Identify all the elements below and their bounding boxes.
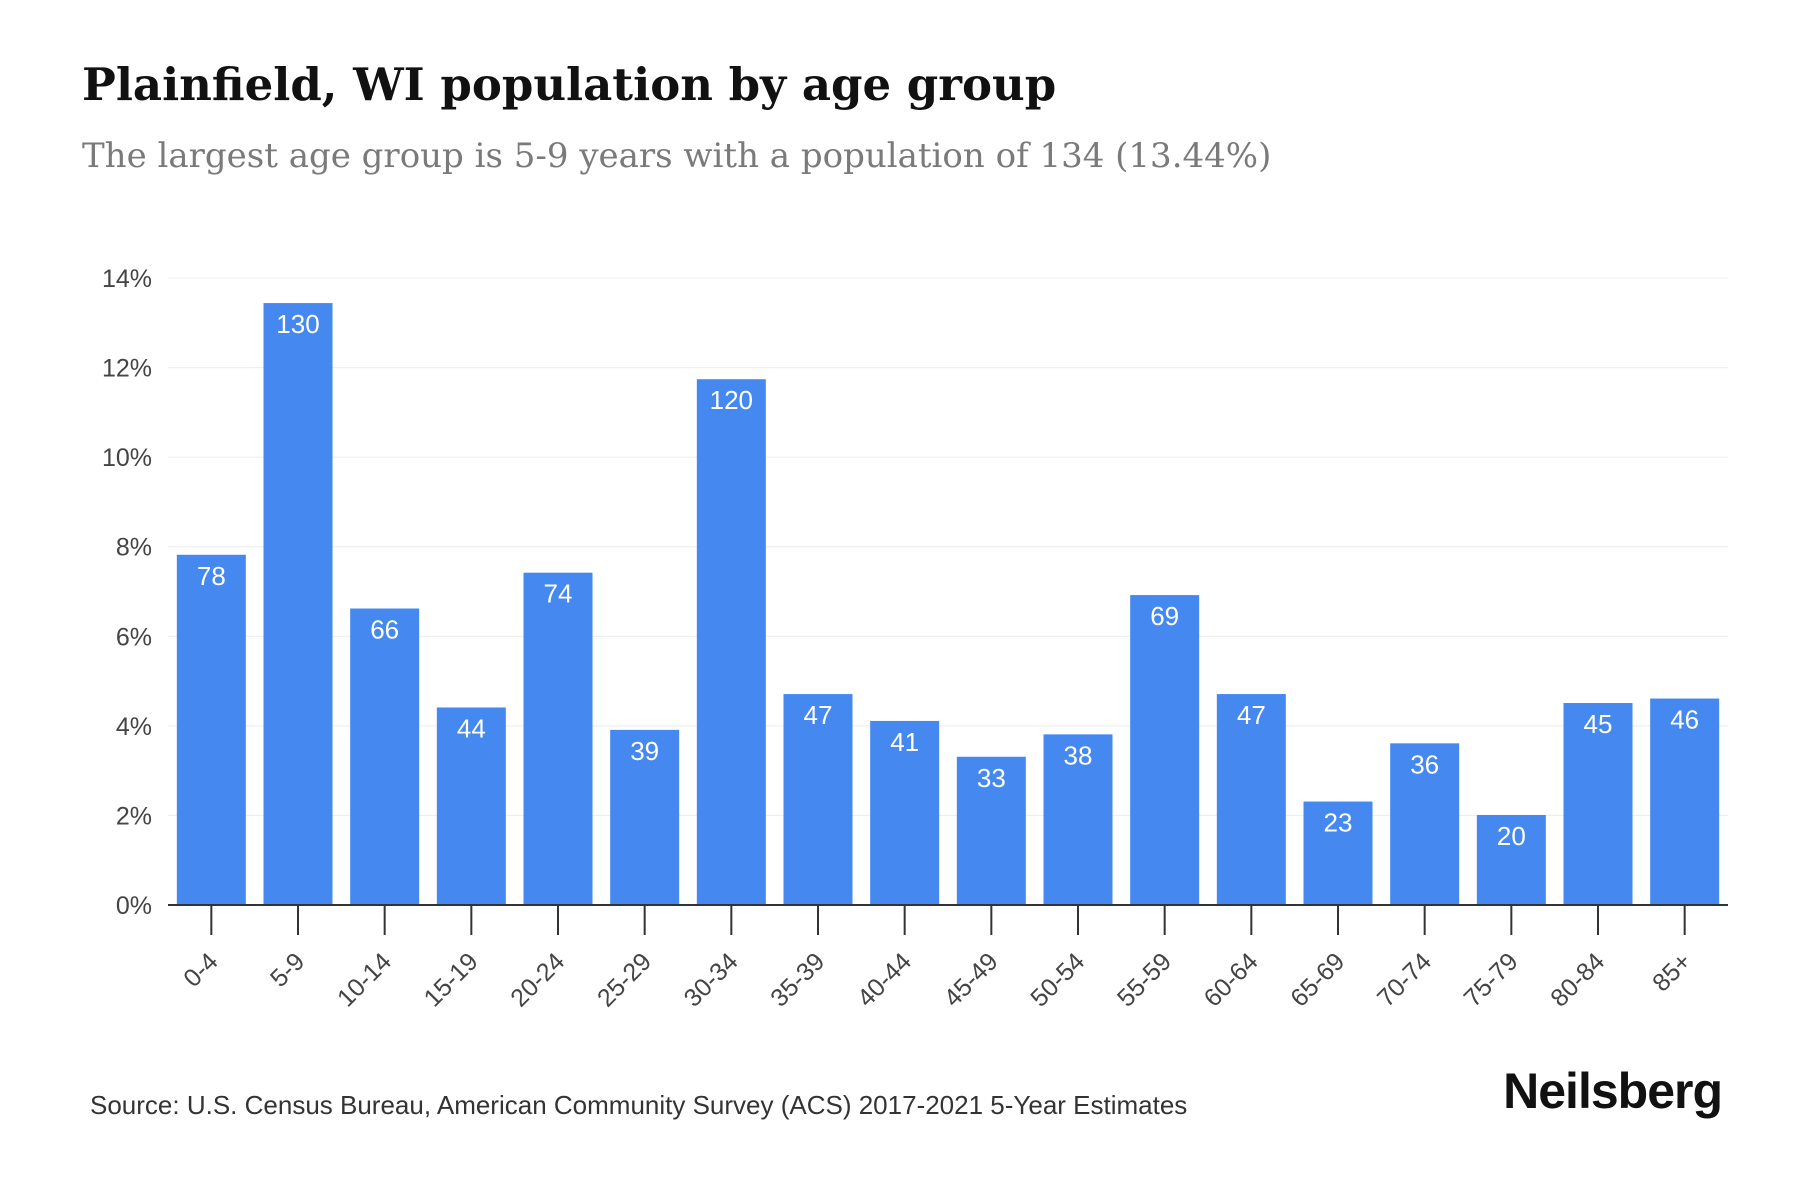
bar [1216,694,1286,905]
x-tick-label: 20-24 [505,947,570,1012]
y-tick-label: 2% [116,802,152,830]
data-label: 36 [1410,749,1439,779]
x-tick-label: 40-44 [852,947,917,1012]
x-tick-label: 50-54 [1025,947,1090,1012]
bar [1130,595,1200,905]
y-tick-label: 14% [102,265,152,293]
chart-subtitle: The largest age group is 5-9 years with … [82,136,1272,176]
x-tick-label: 0-4 [178,947,223,992]
y-tick-label: 4% [116,713,152,741]
x-tick-label: 60-64 [1199,947,1264,1012]
data-label: 33 [977,763,1006,793]
bar [1476,814,1546,905]
x-tick-label: 70-74 [1372,947,1437,1012]
data-label: 38 [1064,740,1093,770]
x-tick-label: 30-34 [679,947,744,1012]
data-label: 74 [544,579,573,609]
brand-logo: Neilsberg [1503,1063,1723,1119]
bar [1043,734,1113,905]
bar [783,694,853,905]
x-tick-label: 75-79 [1459,947,1524,1012]
data-label: 69 [1150,601,1179,631]
data-label: 44 [457,713,486,743]
y-tick-label: 8% [116,534,152,562]
data-label: 78 [197,561,226,591]
bar [610,729,680,905]
x-tick-label: 65-69 [1285,947,1350,1012]
data-label: 47 [804,700,833,730]
x-tick-label: 45-49 [939,947,1004,1012]
x-tick-label: 25-29 [592,947,657,1012]
data-label: 45 [1584,709,1613,739]
data-label: 120 [710,385,753,415]
data-label: 46 [1670,705,1699,735]
bar [176,554,246,905]
chart-title: Plainfield, WI population by age group [82,58,1057,111]
bar [870,720,940,905]
source-note: Source: U.S. Census Bureau, American Com… [90,1090,1188,1120]
bar [1563,703,1633,905]
data-label: 23 [1324,808,1353,838]
x-tick-label: 55-59 [1112,947,1177,1012]
data-label: 41 [890,727,919,757]
bar [523,572,593,905]
bar [1390,743,1460,905]
x-tick-label: 85+ [1647,947,1697,997]
data-label: 20 [1497,821,1526,851]
bar [436,707,506,905]
x-tick-label: 5-9 [265,947,310,992]
bar [350,608,420,905]
data-label: 39 [630,736,659,766]
bar [956,756,1026,905]
bar [1650,698,1720,905]
x-tick-label: 10-14 [332,947,397,1012]
y-tick-label: 6% [116,623,152,651]
data-label: 130 [276,309,319,339]
bar-chart: 0% 2% 4% 6% 8% 10% 12% 14% 78 130 66 44 74 39 120 47 41 3… [102,265,1728,1012]
data-label: 66 [370,615,399,645]
x-tick-label: 15-19 [419,947,484,1012]
data-label: 47 [1237,700,1266,730]
bar [1303,801,1373,905]
y-tick-label: 12% [102,355,152,383]
bar [263,303,333,906]
x-tick-label: 80-84 [1545,947,1610,1012]
x-tick-label: 35-39 [765,947,830,1012]
bar [696,379,766,906]
y-tick-label: 10% [102,444,152,472]
y-tick-label: 0% [116,892,152,920]
